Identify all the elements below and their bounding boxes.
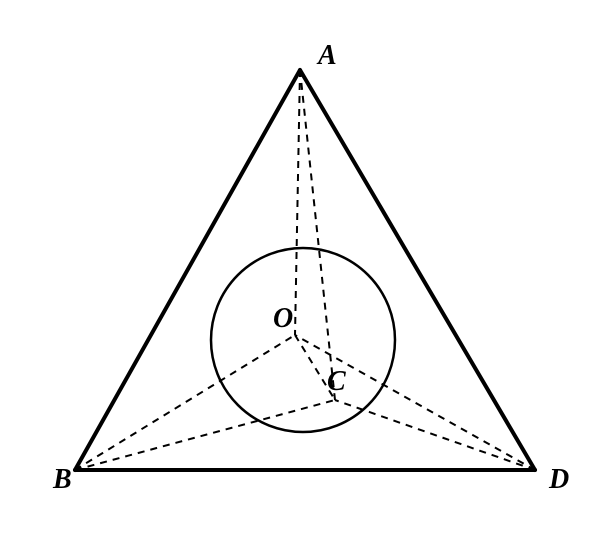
edge-AO-dashed (295, 70, 300, 335)
label-O: O (273, 303, 293, 334)
edge-AB (75, 70, 300, 470)
label-C: C (327, 366, 346, 397)
edge-DA (300, 70, 535, 470)
edge-BC-dashed (75, 400, 335, 470)
edge-DO-dashed (295, 335, 535, 470)
label-B: B (52, 464, 72, 495)
edge-BO-dashed (75, 335, 295, 470)
label-D: D (548, 464, 569, 495)
edge-DC-dashed (335, 400, 535, 470)
tetrahedron-insphere-diagram: A B D C O (0, 0, 600, 558)
label-A: A (316, 40, 337, 71)
